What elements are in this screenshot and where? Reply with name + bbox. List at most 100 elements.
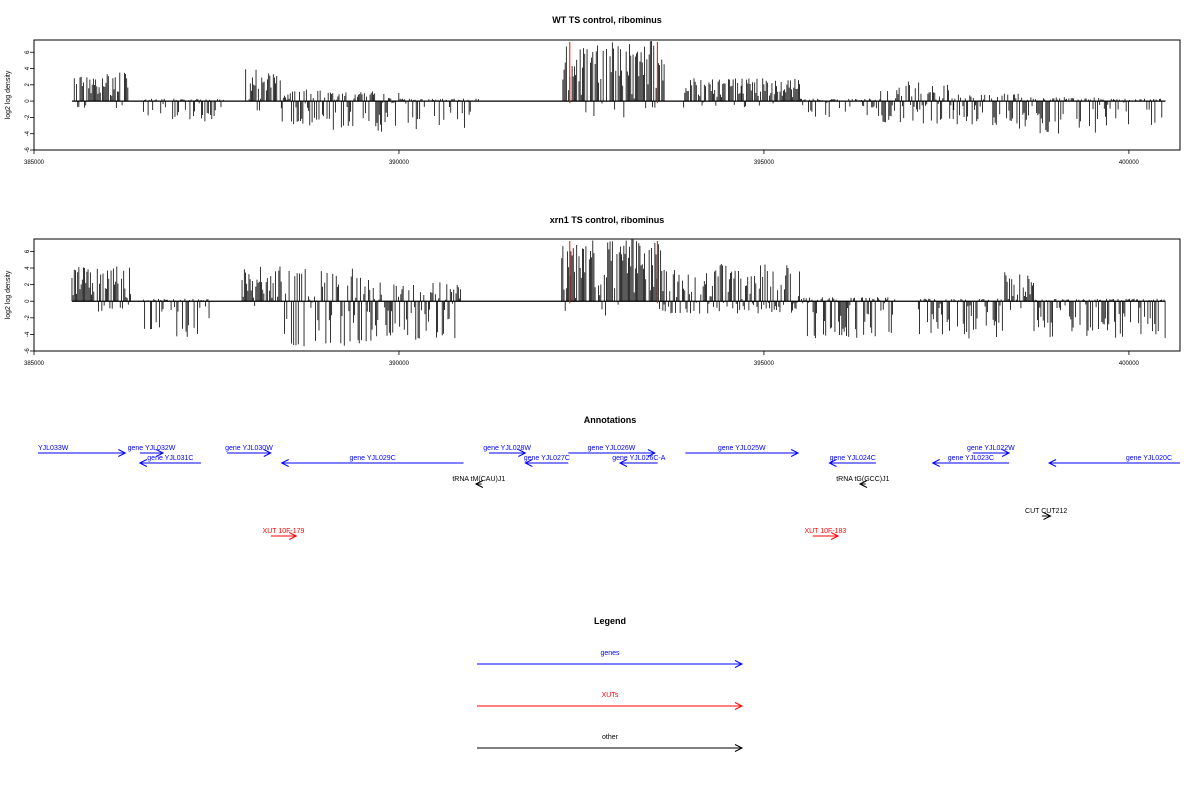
other-arrow-head — [1043, 512, 1052, 520]
x-tick-label: 395000 — [754, 361, 775, 367]
y-tick-label: 0 — [25, 299, 31, 303]
gene-annotation-label: gene YJL030W — [225, 445, 273, 452]
gene-arrow-head — [618, 459, 628, 467]
gene-annotation: gene YJL025W — [685, 445, 800, 457]
legend-arrow-head — [734, 702, 744, 710]
x-tick-label: 385000 — [24, 361, 45, 367]
xut-arrow-head — [288, 532, 298, 540]
y-tick-label: 6 — [25, 249, 31, 253]
legend-entry-other: other — [477, 734, 744, 752]
xrn1-density-panel: xrn1 TS control, ribominus -6 -4 -2 0 2 4 6 log2… — [5, 215, 1181, 367]
gene-arrow-head — [280, 459, 289, 467]
y-axis-label: log2 log density — [5, 70, 12, 119]
y-tick-label: 2 — [25, 282, 31, 286]
y-tick-label: 6 — [25, 50, 31, 54]
xut-arrow-head — [830, 532, 840, 540]
x-tick-label: 385000 — [24, 160, 45, 166]
y-axis: -6 -4 -2 0 2 4 6 log2 log density — [5, 50, 34, 153]
gene-arrow-head — [828, 459, 837, 467]
gene-annotation-label: gene YJL020C — [1126, 455, 1172, 462]
xut-annotation-label: XUT 10F-183 — [804, 528, 846, 535]
gene-arrow-head — [518, 449, 527, 457]
gene-annotation: gene YJL026C-A — [612, 455, 666, 467]
gene-annotation-label: gene YJL026W — [588, 445, 636, 452]
legend-title: Legend — [594, 616, 626, 626]
x-tick-label: 390000 — [389, 160, 410, 166]
chart-title: WT TS control, ribominus — [552, 15, 662, 25]
legend-label: XUTs — [602, 692, 619, 699]
legend-arrow-head — [734, 660, 744, 668]
y-tick-label: -6 — [25, 348, 31, 354]
y-tick-label: -4 — [25, 130, 31, 136]
gene-annotation-label: gene YJL024C — [830, 455, 876, 462]
x-tick-label: 400000 — [1119, 361, 1140, 367]
gene-arrow-head — [263, 449, 272, 457]
other-arrow-head — [474, 480, 484, 488]
gene-annotation: gene YJL022W — [967, 445, 1015, 457]
legend-panel: Legend genes XUTs other — [477, 616, 744, 752]
gene-annotation: gene YJL020C — [1047, 455, 1180, 467]
other-annotation-label: CUT CUT212 — [1025, 508, 1067, 515]
gene-annotation: YJL033W — [38, 445, 127, 457]
gene-annotation: gene YJL024C — [828, 455, 876, 467]
xut-annotation: XUT 10F-183 — [804, 528, 846, 540]
gene-arrow-head — [524, 459, 533, 467]
legend-label: genes — [600, 650, 620, 657]
x-axis: 385000 390000 395000 400000 — [24, 150, 1140, 166]
x-axis: 385000 390000 395000 400000 — [24, 351, 1140, 367]
gene-arrow-head — [138, 459, 148, 467]
other-annotation-label: tRNA tM(CAU)J1 — [452, 476, 505, 483]
gene-annotation-label: gene YJL025W — [718, 445, 766, 452]
other-annotation: tRNA tG(GCC)J1 — [836, 476, 890, 488]
gene-annotation-label: gene YJL028W — [483, 445, 531, 452]
legend-entry-gene: genes — [477, 650, 744, 668]
density-series — [71, 239, 1166, 347]
y-tick-label: 0 — [25, 99, 31, 103]
gene-annotation-label: gene YJL026C-A — [612, 455, 666, 462]
wt-density-panel: WT TS control, ribominus -6 -4 -2 0 2 4 6 log2 l… — [5, 15, 1181, 166]
gene-arrow-head — [1001, 449, 1011, 457]
y-tick-label: 2 — [25, 82, 31, 86]
legend-label: other — [602, 734, 619, 741]
gene-arrow-head — [931, 459, 940, 467]
xut-annotation-label: XUT 10F-179 — [263, 528, 305, 535]
y-tick-label: -2 — [25, 114, 31, 120]
gene-annotation: gene YJL029C — [280, 455, 464, 467]
gene-annotation: gene YJL030W — [225, 445, 273, 457]
gene-arrow-head — [1047, 459, 1057, 467]
annotations-panel: Annotations YJL033W gene YJL032W gene YJL03… — [38, 415, 1180, 540]
annotations-title: Annotations — [584, 415, 637, 425]
legend-entry-xut: XUTs — [477, 692, 744, 710]
gene-annotation-label: gene YJL029C — [350, 455, 396, 462]
gene-annotation: gene YJL026W — [568, 445, 656, 457]
gene-annotation: gene YJL031C — [138, 455, 201, 467]
gene-annotation-label: gene YJL023C — [948, 455, 994, 462]
y-tick-label: 4 — [25, 266, 31, 270]
density-series — [73, 41, 1166, 134]
other-annotation: tRNA tM(CAU)J1 — [452, 476, 505, 488]
plot-frame — [33, 238, 1181, 352]
y-tick-label: -4 — [25, 331, 31, 337]
other-annotation-label: tRNA tG(GCC)J1 — [836, 476, 889, 483]
gene-annotation-label: gene YJL031C — [147, 455, 193, 462]
x-tick-label: 400000 — [1119, 160, 1140, 166]
x-tick-label: 390000 — [389, 361, 410, 367]
gene-annotation-label: gene YJL022W — [967, 445, 1015, 452]
gene-arrow-head — [647, 449, 656, 457]
other-annotation: CUT CUT212 — [1025, 508, 1067, 520]
gene-annotation: gene YJL027C — [524, 455, 570, 467]
chart-title: xrn1 TS control, ribominus — [550, 215, 665, 225]
plot-frame — [33, 39, 1181, 151]
xut-annotation: XUT 10F-179 — [263, 528, 305, 540]
gene-annotation-label: gene YJL027C — [524, 455, 570, 462]
y-tick-label: -2 — [25, 314, 31, 320]
gene-annotation-label: YJL033W — [38, 445, 69, 452]
gene-annotation-label: gene YJL032W — [128, 445, 176, 452]
gene-arrow-head — [155, 449, 165, 457]
y-axis-label: log2 log density — [5, 270, 12, 319]
legend-arrow-head — [734, 744, 744, 752]
other-arrow-head — [858, 480, 868, 488]
x-tick-label: 395000 — [754, 160, 775, 166]
gene-annotation: gene YJL028W — [483, 445, 531, 457]
